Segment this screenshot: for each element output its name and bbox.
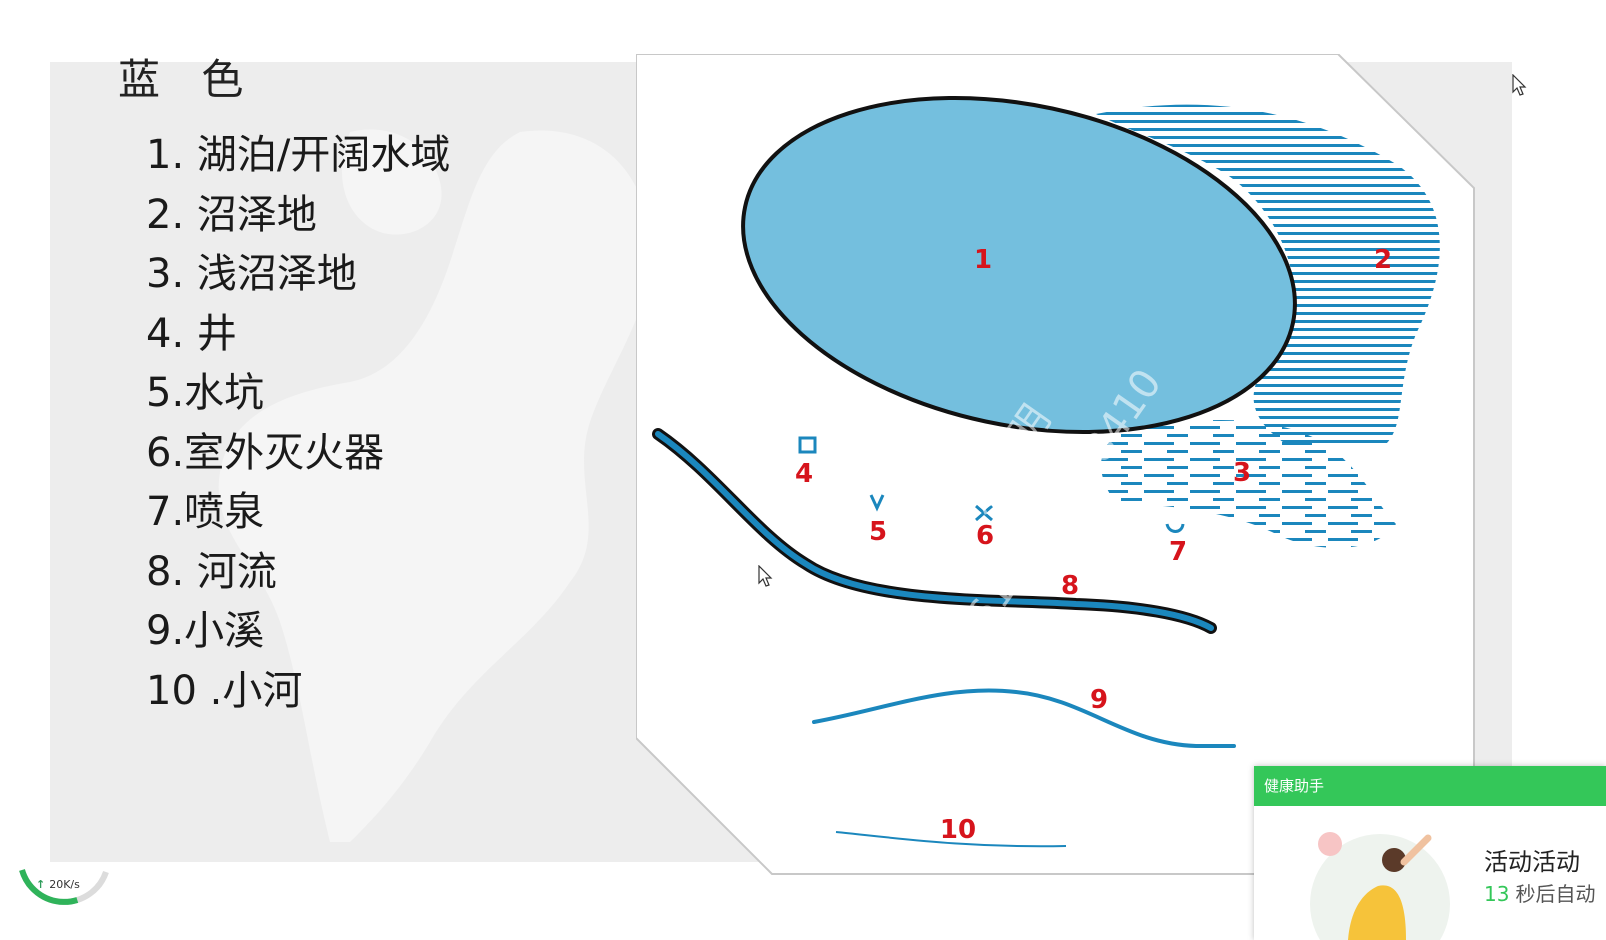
countdown-text: 秒后自动 — [1515, 882, 1596, 906]
legend-item: 6.室外灭火器 — [146, 429, 385, 476]
legend-item: 7.喷泉 — [146, 489, 265, 535]
map-label-9: 9 — [1090, 685, 1108, 715]
health-assistant-popup[interactable]: 健康助手 活动活动 13 秒后自动 — [1254, 766, 1606, 940]
mouse-cursor-icon — [758, 565, 773, 587]
map-label-8: 8 — [1061, 571, 1079, 601]
map-label-6: 6 — [976, 521, 994, 551]
stretching-person-illustration — [1310, 832, 1450, 940]
lake — [741, 96, 1297, 434]
popup-title: 活动活动 — [1484, 848, 1580, 876]
legend-item: 8. 河流 — [146, 548, 277, 595]
map-label-4: 4 — [795, 459, 813, 489]
marsh-area — [1096, 104, 1440, 445]
legend-item: 1. 湖泊/开阔水域 — [146, 132, 451, 178]
upload-arrow-icon: ↑ — [36, 878, 46, 891]
legend-item: 3. 浅沼泽地 — [146, 251, 357, 297]
legend-item: 4. 井 — [146, 310, 237, 357]
fountain-symbol — [1165, 523, 1185, 533]
continent-shape — [218, 130, 652, 842]
map-label-7: 7 — [1169, 537, 1187, 567]
well-symbol — [798, 436, 817, 454]
legend-list: 1. 湖泊/开阔水域 2. 沼泽地 3. 浅沼泽地 4. 井 5.水坑 6.室外… — [146, 126, 450, 721]
legend-item: 9.小溪 — [146, 608, 265, 654]
continent-shape — [341, 129, 442, 235]
popup-header: 健康助手 — [1254, 766, 1606, 806]
map-symbol-figure: 1 2 3 4 5 6 7 8 9 10 906-涂文明 +8615697768… — [636, 54, 1475, 875]
river — [655, 431, 1214, 631]
map-label-5: 5 — [869, 517, 887, 547]
network-speed-value: 20K/s — [49, 878, 80, 891]
legend-item: 2. 沼泽地 — [146, 191, 317, 238]
mouse-cursor-icon — [1512, 74, 1527, 96]
legend-item: 10 .小河 — [146, 667, 303, 714]
shallow-marsh-area — [1101, 420, 1396, 548]
network-speed-readout: ↑ 20K/s — [36, 878, 80, 891]
world-map-watermark — [218, 129, 652, 842]
popup-countdown: 13 秒后自动 — [1484, 878, 1595, 907]
map-label-2: 2 — [1374, 245, 1392, 275]
map-label-1: 1 — [974, 245, 992, 275]
network-speed-gauge[interactable] — [14, 862, 114, 922]
water-hole-symbol — [869, 494, 885, 512]
countdown-seconds: 13 — [1484, 882, 1510, 906]
stream — [812, 688, 1236, 748]
legend-item: 5.水坑 — [146, 370, 265, 416]
map-label-10: 10 — [940, 815, 976, 845]
slide-title: 蓝 色 — [118, 55, 258, 104]
creek — [835, 831, 1067, 848]
fire-hydrant-symbol — [975, 504, 993, 522]
map-label-3: 3 — [1233, 458, 1251, 488]
